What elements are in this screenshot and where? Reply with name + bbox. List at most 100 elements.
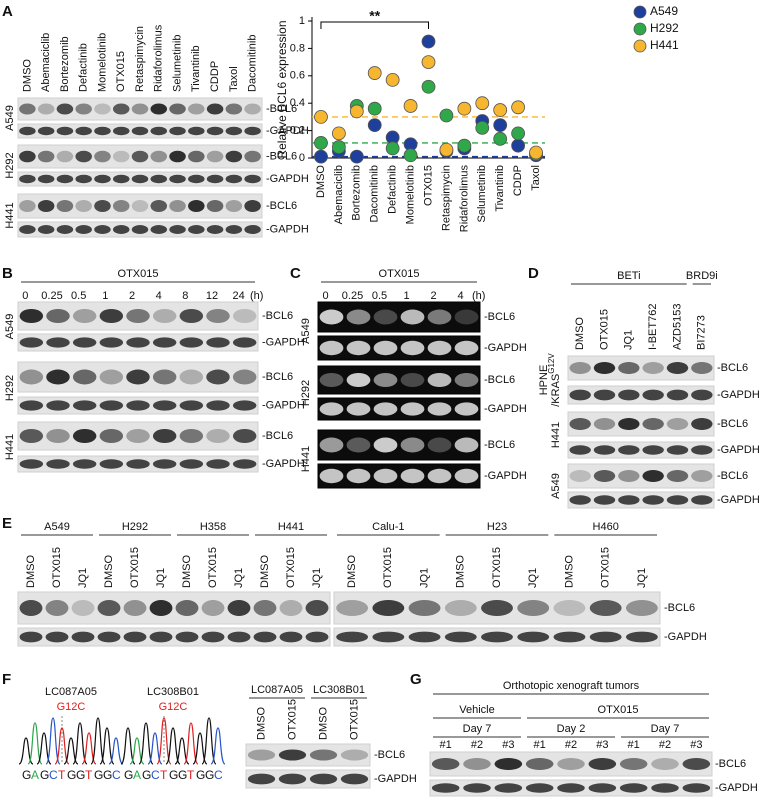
lane-label: Selumetinib [171, 35, 183, 92]
trace-peak [120, 727, 136, 765]
band [225, 103, 243, 115]
lane-label: Ridaforolimus [153, 24, 165, 92]
band [666, 445, 689, 455]
band [244, 174, 261, 184]
marker-label: -GAPDH [717, 389, 760, 401]
blot [17, 97, 263, 121]
band [373, 373, 398, 387]
lane-label: OTX015 [598, 309, 610, 350]
band [227, 600, 251, 616]
lane-label: DMSO [259, 555, 271, 588]
band [45, 631, 69, 643]
band [152, 337, 177, 348]
lane-label: Momelotinib [96, 33, 108, 92]
trace-peak [27, 722, 43, 765]
band [169, 103, 186, 115]
marker-label: -GAPDH [717, 444, 760, 456]
cell-line-label: H441 [4, 202, 16, 228]
band [72, 400, 97, 411]
band [346, 309, 371, 325]
band [19, 150, 36, 163]
group-label: OTX015 [118, 268, 159, 280]
y-tick-label: 0.8 [290, 42, 305, 54]
band [618, 362, 640, 374]
blot [245, 743, 371, 767]
marker-label: -BCL6 [664, 602, 695, 614]
legend-label: A549 [650, 4, 678, 18]
band [169, 200, 186, 212]
dot [511, 100, 526, 115]
legend-marker [633, 39, 647, 53]
marker-label: -GAPDH [664, 631, 707, 643]
band [94, 150, 111, 163]
lane-label: OTX015 [285, 547, 297, 588]
band [494, 783, 523, 793]
band [225, 126, 243, 136]
band [206, 126, 224, 136]
trace-peak [81, 732, 97, 765]
group-label: H292 [122, 521, 148, 533]
band [408, 631, 441, 643]
lane-label: #3 [502, 739, 514, 751]
band [19, 429, 44, 443]
band [123, 600, 147, 616]
group-label: Calu-1 [372, 521, 404, 533]
y-tick-label: 0 [299, 152, 305, 164]
band [589, 600, 622, 616]
marker-label: -GAPDH [266, 125, 309, 137]
dot [493, 103, 508, 117]
lane-label: OTX015 [286, 699, 298, 740]
lane-label: OTX015 [382, 547, 394, 588]
dot [421, 55, 436, 69]
cell-line-text: /KRAS [550, 374, 562, 407]
band [19, 631, 43, 643]
band [400, 340, 425, 356]
band [319, 340, 344, 356]
group-label: Day 7 [651, 723, 680, 735]
band [651, 758, 679, 770]
blot [317, 301, 481, 333]
band [463, 783, 491, 793]
marker-label: -BCL6 [715, 758, 746, 770]
band [336, 600, 369, 616]
band [346, 402, 371, 416]
band [150, 126, 168, 136]
legend-label: H441 [650, 38, 679, 52]
band [75, 126, 92, 136]
band [517, 631, 550, 643]
band [373, 437, 398, 453]
band [225, 200, 243, 212]
band [431, 783, 460, 793]
band [72, 429, 97, 443]
dot [529, 145, 543, 160]
marker-label: -GAPDH [374, 773, 417, 785]
unit-label: (h) [250, 290, 263, 302]
band [400, 468, 425, 484]
band [75, 174, 92, 184]
band [150, 225, 168, 234]
lane-label: 1 [102, 290, 108, 302]
group-label: OTX015 [598, 704, 639, 716]
band [625, 631, 658, 643]
trace-peak [138, 722, 154, 765]
band [666, 495, 689, 505]
trace-peak [129, 737, 145, 765]
cell-line-label: H292 [300, 380, 312, 406]
dot [511, 138, 526, 153]
band [72, 309, 97, 323]
lane-label: #1 [534, 739, 546, 751]
dot [349, 104, 364, 119]
lane-label: OTX015 [207, 547, 219, 588]
band [175, 600, 199, 616]
blot [317, 365, 481, 395]
band [46, 369, 70, 385]
band [588, 783, 617, 793]
band [150, 200, 168, 212]
cell-line-label: H441 [550, 422, 562, 448]
band [99, 429, 124, 443]
blot [317, 335, 481, 361]
dot [385, 141, 400, 156]
band [346, 468, 371, 484]
lane-label: 2 [430, 290, 436, 302]
cell-line-label: H292 [4, 152, 16, 178]
